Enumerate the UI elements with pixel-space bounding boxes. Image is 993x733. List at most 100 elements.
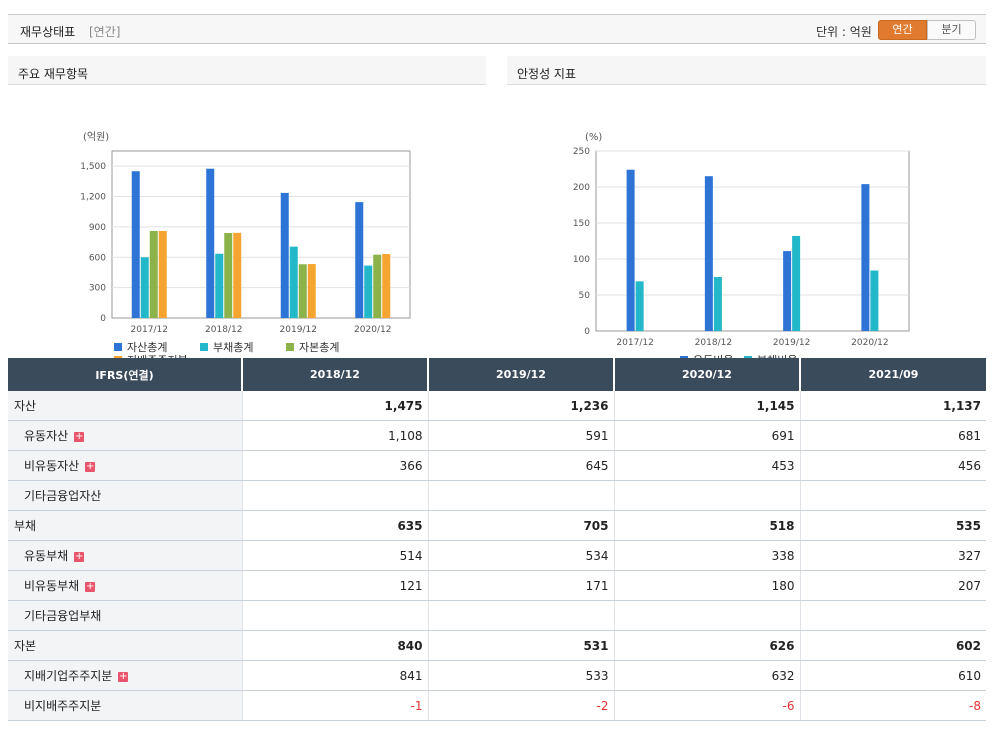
legend-swatch (286, 343, 294, 351)
y-axis-label: (%) (585, 132, 602, 143)
table-row: 부채 635 705 518 535 (8, 510, 986, 541)
stability-chart: (%) 0 50 100 150 200 250 2017/12 2018/12 2019/12 2… (573, 132, 910, 367)
y-tick-label: 200 (573, 183, 590, 193)
table-cell (241, 600, 428, 631)
table-cell: 705 (427, 510, 614, 541)
row-label-text: 유동자산 (24, 429, 69, 443)
table-cell: 1,137 (799, 391, 986, 421)
plus-icon[interactable]: + (74, 551, 85, 562)
bar-부채총계 (364, 265, 373, 318)
table-cell: 180 (613, 570, 800, 601)
table-cell: 207 (799, 570, 986, 601)
table-cell: 327 (799, 540, 986, 571)
row-label-text: 자본 (14, 639, 37, 653)
table-cell: 171 (427, 570, 614, 601)
x-tick-label: 2017/12 (616, 338, 653, 348)
row-label: 비지배주주지분 (8, 690, 242, 721)
header-period: 2018/12 (242, 358, 429, 391)
table-cell: 456 (799, 450, 986, 481)
bar-부채비율 (713, 277, 722, 331)
plus-icon[interactable]: + (74, 431, 85, 442)
row-label-text: 비유동부채 (24, 579, 80, 593)
bar-유동비율 (626, 169, 635, 331)
x-tick-label: 2020/12 (354, 325, 391, 335)
y-tick-label: 1,200 (80, 193, 106, 203)
table-cell: 635 (241, 510, 428, 541)
y-tick-label: 1,500 (80, 162, 106, 172)
table-row: 유동부채 +514 534 338 327 (8, 540, 986, 571)
table-cell (799, 480, 986, 511)
table-cell (613, 480, 800, 511)
table-cell: 626 (613, 630, 800, 661)
table-cell: 610 (799, 660, 986, 691)
table-cell (799, 600, 986, 631)
table-cell: 1,236 (427, 391, 614, 421)
table-cell (427, 480, 614, 511)
bar-유동비율 (704, 176, 713, 331)
bar-부채총계 (140, 257, 149, 318)
bar-유동비율 (783, 251, 792, 331)
financial-table: IFRS(연결) 2018/12 2019/12 2020/12 2021/09 자산 1… (8, 358, 986, 721)
row-label-text: 지배기업주주지분 (24, 669, 113, 683)
panel-divider (8, 84, 486, 85)
y-axis-label: (억원) (83, 131, 109, 143)
key-items-chart-area: (억원) 0 300 600 900 1,200 1,500 2017/12 2018/12 20… (8, 85, 486, 367)
bar-자본총계 (298, 264, 307, 318)
bar-자본총계 (149, 230, 158, 318)
legend-label: 부채총계 (213, 341, 253, 354)
x-tick-label: 2017/12 (131, 325, 168, 335)
bar-지배주주지분 (158, 230, 167, 318)
table-cell: -8 (799, 690, 986, 721)
table-cell: -1 (241, 690, 428, 721)
row-label: 비유동자산 + (8, 450, 242, 481)
plus-icon[interactable]: + (118, 671, 129, 682)
table-row: 자본 840 531 626 602 (8, 630, 986, 661)
table-cell: 453 (613, 450, 800, 481)
table-cell: 632 (613, 660, 800, 691)
x-tick-label: 2019/12 (280, 325, 317, 335)
stability-panel: 안정성 지표 (%) 0 50 100 150 200 250 2017/12 2018/12 2… (507, 56, 986, 367)
header-period: 2020/12 (614, 358, 801, 391)
table-row: 기타금융업부채 (8, 600, 986, 631)
financial-statement-header: 재무상태표 [연간] 단위 : 억원 연간 분기 (8, 14, 986, 44)
bar-지배주주지분 (233, 232, 242, 318)
table-cell: 840 (241, 630, 428, 661)
legend-label: 자본총계 (299, 341, 339, 354)
bar-자산총계 (131, 171, 140, 318)
plus-icon[interactable]: + (85, 581, 96, 592)
row-label-text: 비지배주주지분 (24, 699, 102, 713)
row-label: 비유동부채 + (8, 570, 242, 601)
row-label-text: 부채 (14, 519, 37, 533)
plot-frame (595, 150, 910, 332)
x-tick-label: 2020/12 (851, 338, 888, 348)
header-standard: IFRS(연결) (8, 358, 243, 391)
annual-toggle-button[interactable]: 연간 (878, 20, 927, 40)
table-row: 비유동자산 +366 645 453 456 (8, 450, 986, 481)
table-cell: 841 (241, 660, 428, 691)
table-row: 유동자산 +1,108 591 691 681 (8, 420, 986, 451)
stability-chart-area: (%) 0 50 100 150 200 250 2017/12 2018/12 2019/12 2… (507, 85, 986, 367)
row-label-text: 기타금융업부채 (24, 609, 102, 623)
section-title: 재무상태표 (20, 25, 76, 39)
row-label-text: 기타금융업자산 (24, 489, 102, 503)
stability-title: 안정성 지표 (517, 67, 577, 81)
quarter-toggle-button[interactable]: 분기 (927, 20, 976, 40)
row-label: 기타금융업부채 (8, 600, 242, 631)
bar-자산총계 (355, 202, 364, 318)
bar-부채비율 (635, 281, 644, 331)
bar-자본총계 (224, 232, 233, 318)
bar-지배주주지분 (307, 264, 316, 318)
table-cell: 514 (241, 540, 428, 571)
row-label: 지배기업주주지분 + (8, 660, 242, 691)
table-cell: 533 (427, 660, 614, 691)
legend-swatch (200, 343, 208, 351)
plus-icon[interactable]: + (85, 461, 96, 472)
header-period: 2019/12 (428, 358, 615, 391)
row-label: 자본 (8, 630, 242, 661)
key-items-chart: (억원) 0 300 600 900 1,200 1,500 2017/12 2018/12 20… (80, 131, 411, 367)
table-row: 비유동부채 +121 171 180 207 (8, 570, 986, 601)
table-cell: 602 (799, 630, 986, 661)
table-cell: -6 (613, 690, 800, 721)
bar-지배주주지분 (382, 254, 391, 318)
table-cell: 1,145 (613, 391, 800, 421)
